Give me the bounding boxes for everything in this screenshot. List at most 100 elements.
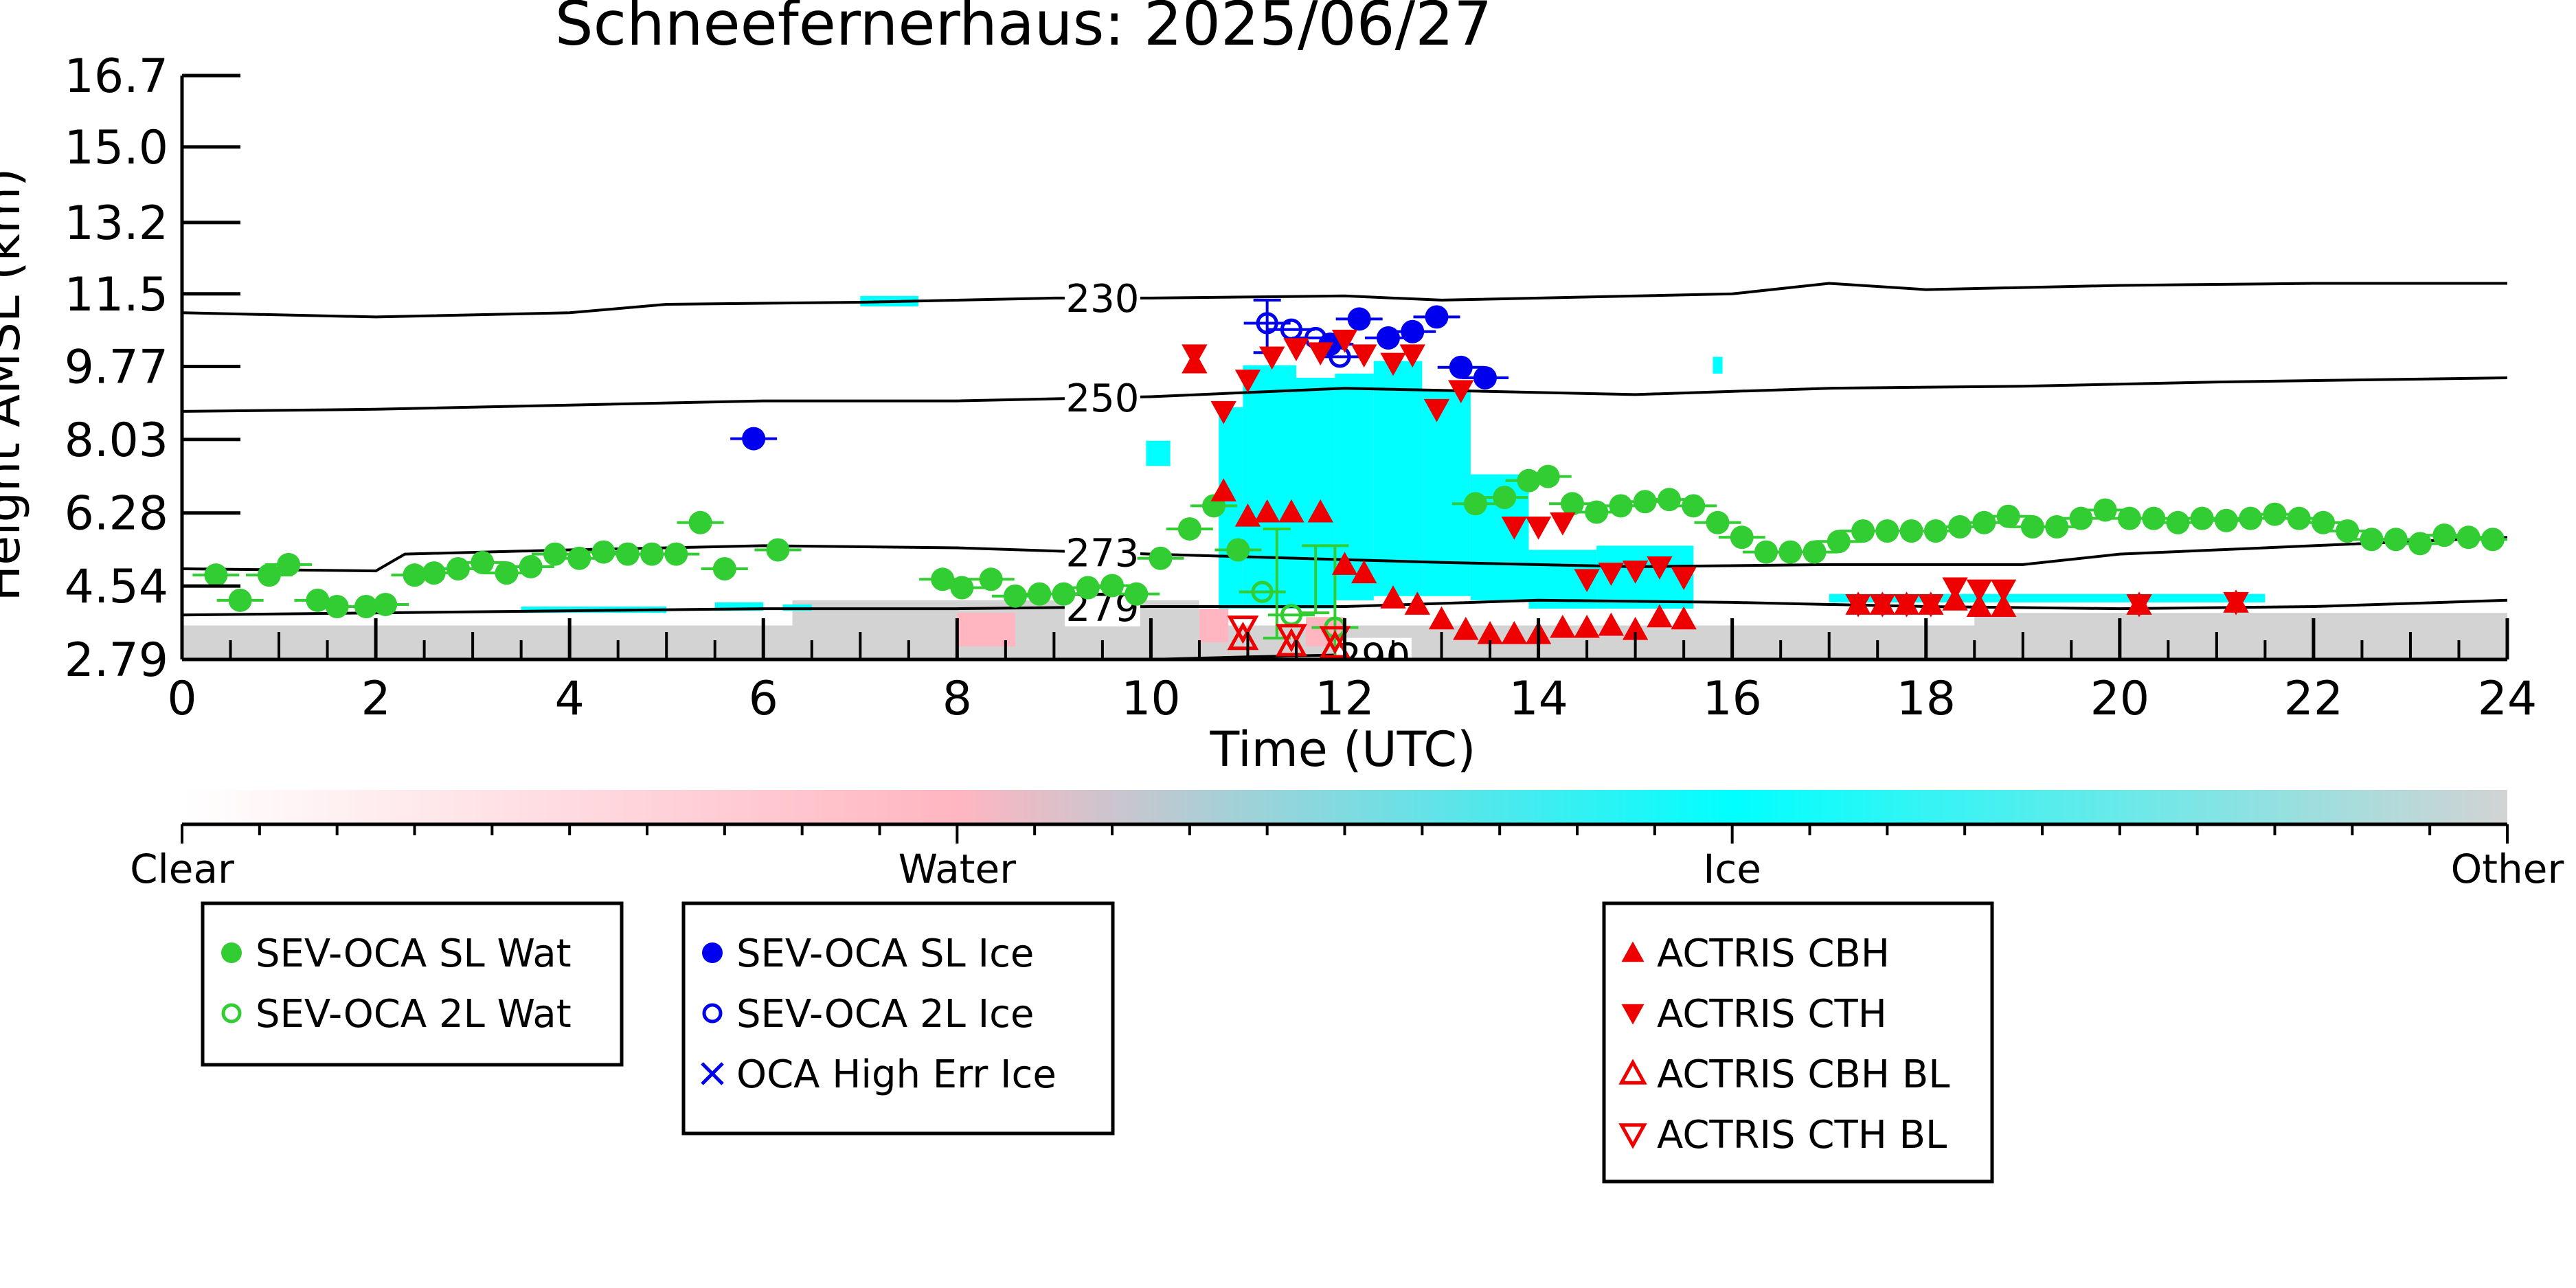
x-tick-label-6: 12 <box>1315 672 1375 726</box>
series-6-point-9 <box>1399 344 1425 368</box>
series-8-point-2 <box>1319 626 1351 655</box>
series-0-point-72 <box>2336 519 2360 543</box>
series-3-point-3 <box>1329 346 1351 368</box>
series-5-point-1 <box>1210 478 1236 501</box>
series-0-point-64 <box>2142 506 2166 530</box>
series-6-point-6 <box>1331 330 1358 353</box>
series-2-point-3 <box>1376 326 1400 350</box>
legend-label-2-1: ACTRIS CTH <box>1657 992 1887 1037</box>
series-2-point-4 <box>1401 319 1425 343</box>
legend-label-1-1: SEV-OCA 2L Ice <box>736 992 1034 1037</box>
colorbar-label-3: Other <box>2451 846 2564 892</box>
series-6-point-7 <box>1351 344 1377 368</box>
series-5-point-16 <box>1574 614 1600 638</box>
series-0-point-70 <box>2287 506 2311 530</box>
y-tick-label-2: 6.28 <box>65 487 168 541</box>
legend-marker-1-1 <box>702 1003 723 1024</box>
series-6-point-15 <box>1574 569 1600 592</box>
series-0-point-73 <box>2360 528 2384 552</box>
series-6-point-1 <box>1210 400 1236 425</box>
series-0-point-56 <box>1948 515 1972 539</box>
legend-label-0-1: SEV-OCA 2L Wat <box>256 992 572 1037</box>
y-tick-label-4: 9.77 <box>65 340 168 394</box>
legend-label-0-0: SEV-OCA SL Wat <box>256 931 572 976</box>
series-0-point-35 <box>1226 538 1250 562</box>
series-5-point-27 <box>1990 594 2017 617</box>
series-5-point-3 <box>1254 499 1280 523</box>
series-6-point-13 <box>1525 516 1552 540</box>
series-0-point-45 <box>1682 494 1706 518</box>
series-0-point-46 <box>1706 510 1730 534</box>
contour-label-bg-250 <box>1064 378 1140 417</box>
contour-230 <box>182 282 2507 319</box>
series-0-point-15 <box>567 546 591 570</box>
series-0-point-41 <box>1585 500 1609 524</box>
x-tick-label-2: 4 <box>555 672 585 726</box>
series-2-point-6 <box>1449 355 1473 379</box>
series-0-point-12 <box>495 561 519 585</box>
mask-ice-5 <box>1422 390 1471 596</box>
series-0-point-57 <box>1972 510 1996 534</box>
colorbar-label-0: Clear <box>130 846 234 892</box>
mask-ice-4 <box>1373 361 1423 596</box>
series-2-point-2 <box>1347 307 1371 331</box>
series-0-point-37 <box>1493 486 1517 510</box>
contour-label-bg-230 <box>1064 278 1140 317</box>
series-0-point-67 <box>2214 508 2238 532</box>
legend-marker-0-0 <box>221 942 242 963</box>
series-5-point-15 <box>1550 614 1576 638</box>
series-0-point-26 <box>1003 584 1027 608</box>
legend-label-1-2: OCA High Err Ice <box>736 1052 1057 1097</box>
series-6-point-19 <box>1671 567 1697 590</box>
series-5-point-18 <box>1622 616 1649 640</box>
series-0-point-1 <box>228 588 252 612</box>
series-0-point-8 <box>403 563 427 587</box>
series-7-point-0 <box>1227 621 1259 651</box>
series-0-point-31 <box>1125 582 1149 606</box>
series-0-point-33 <box>1177 517 1201 541</box>
contour-250 <box>182 376 2507 413</box>
series-2-point-7 <box>1473 365 1498 389</box>
legend-marker-2-3 <box>1618 1123 1647 1149</box>
series-3-point-0 <box>1256 312 1278 335</box>
legend-marker-2-2 <box>1618 1059 1647 1085</box>
x-tick-label-1: 2 <box>361 672 390 726</box>
series-5-point-6 <box>1331 552 1358 575</box>
series-0-point-63 <box>2117 506 2141 530</box>
legend-label-2-0: ACTRIS CBH <box>1657 931 1890 976</box>
series-0-point-78 <box>2481 528 2505 552</box>
series-0-point-14 <box>543 542 567 566</box>
contour-label-273: 273 <box>1065 531 1139 576</box>
series-0-point-75 <box>2408 532 2432 556</box>
series-6-point-27 <box>2126 594 2152 618</box>
series-6-point-5 <box>1307 342 1333 366</box>
series-0-point-0 <box>204 563 228 587</box>
series-0-point-59 <box>2020 515 2044 539</box>
x-tick-label-0: 0 <box>167 672 196 726</box>
series-2-point-0 <box>742 427 766 451</box>
series-0-point-53 <box>1875 519 1899 543</box>
series-0-point-3 <box>277 552 301 576</box>
contour-label-bg-273 <box>1064 533 1140 572</box>
x-tick-label-7: 14 <box>1509 672 1568 726</box>
series-0-point-52 <box>1851 519 1875 543</box>
series-0-point-30 <box>1100 574 1124 598</box>
series-5-point-26 <box>1966 594 1993 617</box>
series-5-point-13 <box>1501 621 1528 644</box>
series-6-point-17 <box>1622 561 1649 584</box>
legend-marker-2-1 <box>1621 1004 1645 1025</box>
series-0-point-25 <box>979 567 1003 591</box>
contour-label-230: 230 <box>1065 277 1139 321</box>
series-0-point-44 <box>1657 488 1681 512</box>
mask-ice-12 <box>1146 440 1171 466</box>
series-6-point-23 <box>1918 594 1944 618</box>
series-0-point-69 <box>2263 502 2287 526</box>
series-6-point-0 <box>1182 344 1208 368</box>
x-tick-label-8: 16 <box>1702 672 1762 726</box>
legend-marker-1-0 <box>702 942 723 963</box>
series-0-point-27 <box>1028 582 1052 606</box>
y-axis-label: Height AMSL (km) <box>0 168 31 602</box>
series-6-point-16 <box>1598 563 1625 586</box>
